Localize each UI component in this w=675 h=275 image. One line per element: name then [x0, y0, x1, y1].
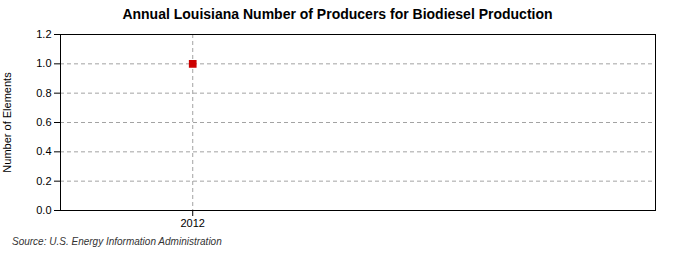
svg-text:0.0: 0.0 — [36, 204, 51, 216]
svg-text:Number of Elements: Number of Elements — [1, 72, 13, 173]
svg-text:0.8: 0.8 — [36, 87, 51, 99]
svg-text:2012: 2012 — [180, 217, 204, 229]
svg-text:0.4: 0.4 — [36, 145, 51, 157]
svg-text:1.2: 1.2 — [36, 28, 51, 40]
svg-text:1.0: 1.0 — [36, 57, 51, 69]
svg-text:0.2: 0.2 — [36, 175, 51, 187]
svg-text:0.6: 0.6 — [36, 116, 51, 128]
html-text:Source: U.S. Energy Informatio: Source: U.S. Energy Information Administ… — [12, 236, 222, 247]
html-text:Annual Louisiana Number of Pro: Annual Louisiana Number of Producers for… — [122, 6, 553, 22]
